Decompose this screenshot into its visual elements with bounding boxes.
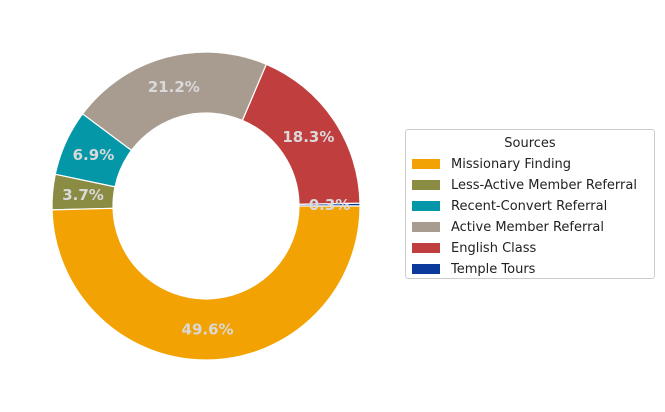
legend-label: Temple Tours [451,261,536,277]
legend-item-recent-convert-referral: Recent-Convert Referral [412,198,607,214]
legend-title: Sources [504,136,556,151]
legend-swatch [412,222,440,232]
legend-label: Recent-Convert Referral [451,198,608,214]
donut-slices [51,51,361,361]
legend: Sources Missionary Finding Less-Active Me… [405,129,655,279]
legend-label: English Class [451,240,537,256]
legend-swatch [412,180,440,190]
slice-missionary-finding [51,205,361,361]
slice-label-less-active-member-referral: 3.7% [62,186,104,204]
legend-swatch [412,264,440,274]
legend-item-less-active-member-referral: Less-Active Member Referral [412,177,637,193]
legend-label: Active Member Referral [451,219,605,235]
legend-item-temple-tours: Temple Tours [412,261,535,277]
legend-label: Less-Active Member Referral [451,177,637,193]
legend-label: Missionary Finding [451,156,572,172]
legend-item-active-member-referral: Active Member Referral [412,219,604,235]
slice-label-english-class: 18.3% [282,128,334,146]
legend-swatch [412,243,440,253]
slice-label-temple-tours: 0.3% [309,196,351,214]
legend-item-missionary-finding: Missionary Finding [412,156,571,172]
slice-label-active-member-referral: 21.2% [148,78,200,96]
slice-label-recent-convert-referral: 6.9% [73,146,115,164]
legend-swatch [412,159,440,169]
legend-swatch [412,201,440,211]
slice-labels: 0.3% 18.3% 21.2% 6.9% 3.7% 49.6% [62,78,350,339]
legend-item-english-class: English Class [412,240,536,256]
slice-label-missionary-finding: 49.6% [182,320,234,338]
